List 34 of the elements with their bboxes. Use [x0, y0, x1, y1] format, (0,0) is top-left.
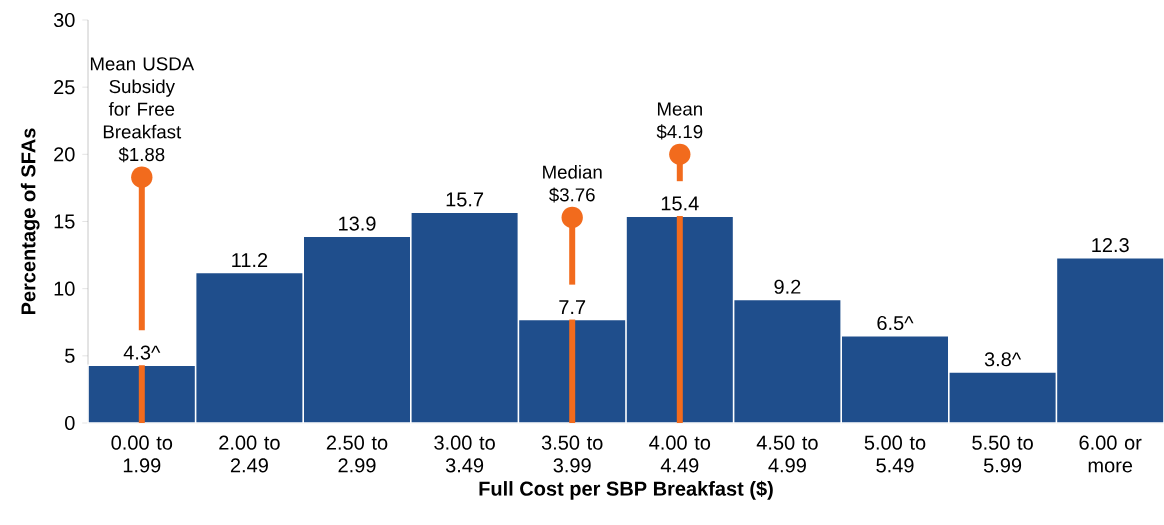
x-axis-title: Full Cost per SBP Breakfast ($) [479, 480, 773, 500]
bar [302, 235, 412, 424]
y-tick-label: 0 [65, 415, 75, 431]
x-tick-label: 2.00 to 2.49 [219, 435, 280, 473]
x-tick-label: 3.00 to 3.49 [434, 435, 495, 473]
x-tick-label: 4.00 to 4.49 [649, 435, 711, 473]
annotation: Mean USDA Subsidy for Free Breakfast $1.88 [90, 57, 195, 163]
data-label: 4.3^ [123, 345, 161, 360]
x-tick-label: 3.50 to 3.99 [541, 435, 603, 473]
y-tick-label: 20 [54, 147, 75, 162]
y-tick-label: 10 [54, 281, 75, 296]
x-tick-label: 0.00 to 1.99 [111, 435, 173, 473]
y-tick-label: 30 [53, 12, 75, 28]
y-tick-label: 25 [54, 80, 75, 95]
data-label: 9.2 [774, 279, 801, 294]
y-axis-title: Percentage of SFAs [20, 128, 40, 315]
data-label: 13.9 [339, 216, 376, 231]
data-label: 3.8^ [984, 352, 1022, 367]
y-tick-label: 15 [54, 214, 75, 229]
data-label: 12.3 [1092, 238, 1129, 253]
x-tick-label: 6.00 or more [1079, 435, 1142, 473]
data-label: 7.7 [559, 300, 586, 314]
data-label: 15.4 [661, 196, 699, 211]
data-label: 6.5^ [877, 315, 914, 331]
data-label: 15.7 [446, 192, 484, 207]
annotation: Mean $4.19 [656, 102, 703, 140]
annotation: Median $3.76 [543, 165, 602, 203]
bar [840, 334, 950, 424]
data-label: 11.2 [232, 252, 268, 267]
x-tick-label: 2.50 to 2.99 [326, 435, 388, 473]
x-tick-label: 5.50 to 5.99 [972, 435, 1033, 473]
y-tick-label: 5 [65, 348, 75, 363]
x-tick-label: 4.50 to 4.99 [756, 435, 818, 473]
x-tick-label: 5.00 to 5.49 [864, 435, 926, 473]
